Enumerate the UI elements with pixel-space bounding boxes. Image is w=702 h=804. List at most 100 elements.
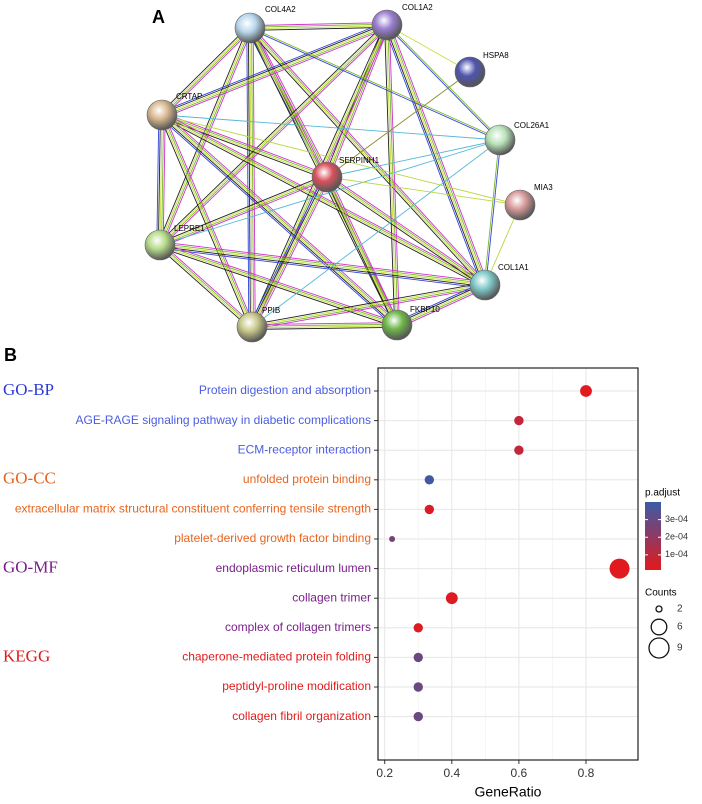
edge xyxy=(386,25,500,141)
edge xyxy=(161,115,165,246)
node-label: PPIB xyxy=(262,306,280,315)
edge xyxy=(247,29,484,287)
edge xyxy=(163,29,253,118)
edge xyxy=(326,177,485,287)
node-label: CRTAP xyxy=(176,92,202,101)
edge xyxy=(160,242,398,324)
edge xyxy=(157,114,161,245)
node-label: SERPINH1 xyxy=(339,156,380,165)
y-tick-label: collagen trimer xyxy=(292,590,371,604)
edge xyxy=(161,114,521,206)
edge xyxy=(159,246,397,328)
edge xyxy=(160,116,485,288)
edge xyxy=(162,112,329,176)
edge xyxy=(395,281,484,323)
edge xyxy=(252,27,256,327)
edge xyxy=(396,284,486,326)
x-tick-label: 0.6 xyxy=(511,766,528,780)
edge xyxy=(386,24,486,286)
edge xyxy=(249,22,387,27)
edge xyxy=(328,25,390,179)
colorbar-label: 1e-04 xyxy=(665,549,688,559)
group-label: KEGG xyxy=(3,646,50,665)
dot xyxy=(413,652,423,663)
node xyxy=(469,269,501,301)
colorbar-label: 2e-04 xyxy=(665,532,688,542)
group-label: GO-BP xyxy=(3,380,54,399)
dot xyxy=(514,415,524,426)
edge xyxy=(160,115,252,328)
edge xyxy=(159,247,485,289)
edge xyxy=(483,139,500,285)
edge xyxy=(385,25,484,286)
edge xyxy=(160,115,397,327)
dot xyxy=(413,623,423,633)
dot xyxy=(514,445,524,455)
dot-plot: 0.2 0.4 0.6 0.8 GeneRatio Protein digestion a… xyxy=(3,367,688,800)
edge xyxy=(250,27,486,285)
edge xyxy=(251,283,485,327)
edge xyxy=(156,114,160,245)
node xyxy=(311,161,343,193)
edge xyxy=(162,113,399,325)
edge xyxy=(328,174,487,284)
edge xyxy=(159,117,396,328)
edge xyxy=(397,286,486,327)
edge xyxy=(160,242,486,284)
edge xyxy=(158,174,327,244)
edge xyxy=(163,27,389,119)
edge xyxy=(161,114,501,141)
edge xyxy=(389,23,489,285)
dot xyxy=(580,385,592,397)
edge xyxy=(251,26,488,284)
edge xyxy=(250,25,388,30)
node xyxy=(484,124,516,156)
edge xyxy=(249,23,387,28)
edge xyxy=(251,322,397,326)
edge xyxy=(251,176,328,328)
dot xyxy=(413,682,423,692)
colorbar-label: 3e-04 xyxy=(665,514,688,524)
dot xyxy=(413,711,423,722)
edge xyxy=(247,28,251,328)
size-key xyxy=(655,605,663,613)
edge xyxy=(162,113,328,177)
edge xyxy=(252,325,398,329)
edge xyxy=(252,286,486,330)
edge xyxy=(252,326,398,330)
edge xyxy=(396,283,485,324)
node xyxy=(144,229,176,261)
edge xyxy=(326,139,501,178)
edge xyxy=(325,178,484,288)
edge xyxy=(388,24,400,325)
edge xyxy=(328,175,400,325)
y-tick-label: complex of collagen trimers xyxy=(225,620,371,634)
edge xyxy=(251,282,485,326)
edge xyxy=(388,24,487,285)
colorbar xyxy=(645,502,661,570)
edge xyxy=(159,245,397,327)
dot xyxy=(424,504,435,515)
edge xyxy=(162,26,388,117)
node xyxy=(454,56,486,88)
edge xyxy=(161,23,387,114)
network: COL4A2 COL1A2 HSPA8 CRTAP COL26A1 SERPINH1 MIA… xyxy=(144,3,553,343)
node-label: COL26A1 xyxy=(514,121,550,130)
edge xyxy=(162,28,251,116)
edge xyxy=(248,175,325,326)
edge xyxy=(160,116,327,180)
size-label: 6 xyxy=(677,622,683,633)
plot-border xyxy=(377,367,639,761)
edge xyxy=(386,24,471,73)
size-label: 9 xyxy=(677,643,683,654)
group-label: GO-MF xyxy=(3,558,58,577)
edge xyxy=(159,114,163,246)
edge xyxy=(162,115,166,246)
edge xyxy=(161,114,398,326)
y-tick-label: collagen fibril organization xyxy=(232,709,371,723)
node-label: LEPRE1 xyxy=(174,224,205,233)
edge xyxy=(254,178,331,329)
edge xyxy=(160,177,328,247)
x-tick-label: 0.2 xyxy=(376,766,393,780)
node xyxy=(381,309,413,341)
